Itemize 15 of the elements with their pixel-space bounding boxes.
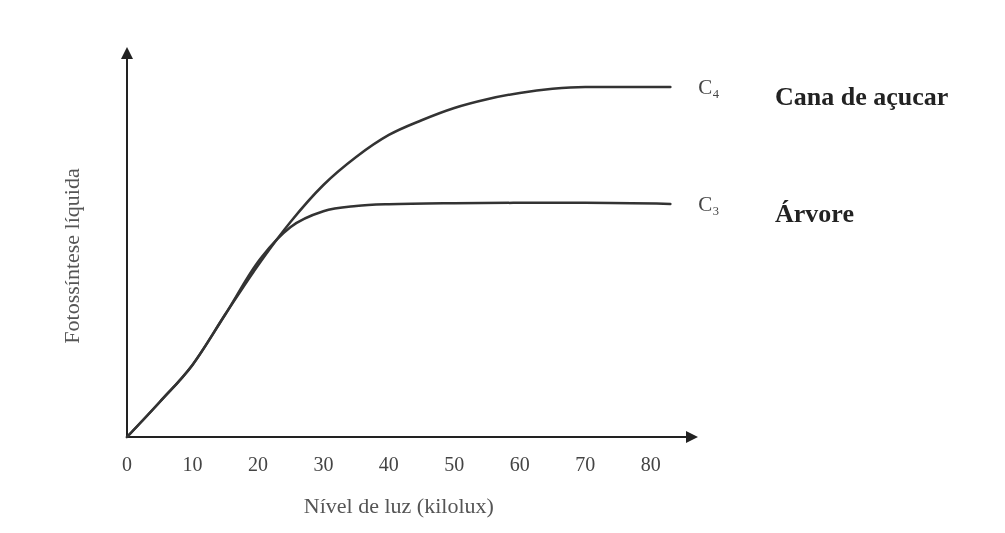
x-tick-label: 30 bbox=[313, 453, 334, 475]
x-tick-label: 20 bbox=[247, 453, 268, 475]
x-axis-title: Nível de luz (kilolux) bbox=[303, 493, 494, 518]
text: Árvore bbox=[775, 198, 854, 228]
text: Cana de açucar bbox=[775, 82, 949, 111]
x-tick-label: 60 bbox=[509, 453, 530, 475]
x-tick-label: 80 bbox=[640, 453, 661, 475]
x-tick-label: 0 bbox=[122, 453, 132, 475]
x-tick-label: 50 bbox=[444, 453, 465, 475]
x-tick-label: 70 bbox=[575, 453, 596, 475]
x-tick-label: 40 bbox=[378, 453, 399, 475]
series-label: C₃ bbox=[698, 191, 720, 216]
series-label: C₄ bbox=[698, 75, 720, 99]
y-axis-title: Fotossíntese líquida bbox=[59, 168, 84, 344]
x-tick-label: 10 bbox=[182, 453, 203, 475]
